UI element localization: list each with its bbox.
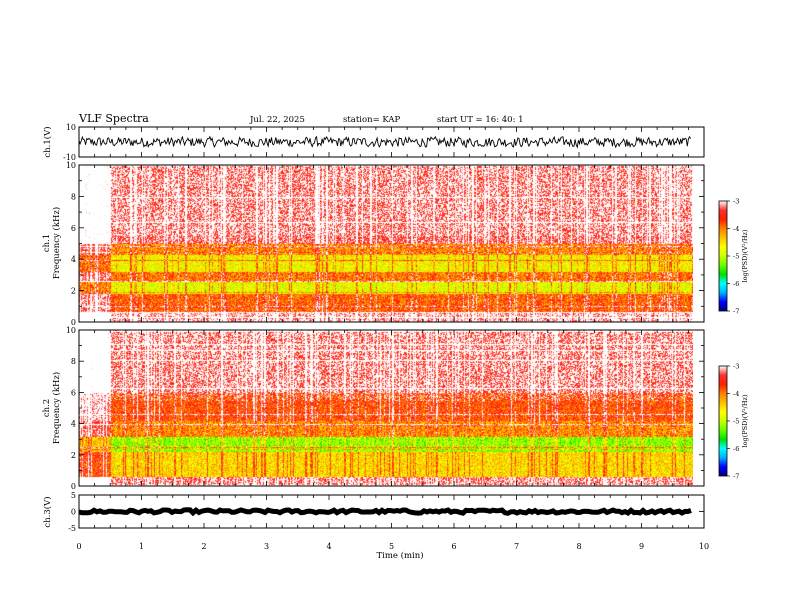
- y-tick-label: 4: [71, 420, 76, 429]
- colorbar-tick-label: -7: [733, 308, 739, 316]
- time-tick-label: 3: [264, 542, 269, 551]
- time-tick-label: 7: [514, 542, 519, 551]
- y-tick-label: 6: [71, 388, 76, 397]
- ch1-spectrogram-yticks: 0 2 4 6 8 10: [66, 161, 704, 327]
- y-tick-label: 10: [66, 326, 76, 335]
- ch3-voltage-ylabel: ch.3(V): [42, 496, 53, 527]
- ch1-spectrogram-panel: 0 2 4 6 8 10 ch.1 Frequency (kHz): [42, 161, 705, 327]
- figure-title: VLF Spectra: [78, 112, 149, 125]
- colorbar-tick-label: -4: [733, 390, 739, 398]
- colorbar-tick-label: -3: [733, 363, 739, 371]
- colorbar-tick-label: -7: [733, 473, 739, 481]
- y-tick-label: 0: [71, 508, 76, 517]
- colorbar-tick-label: -5: [733, 253, 739, 261]
- ch3-voltage-trace: [78, 506, 692, 517]
- date-label: Jul. 22, 2025: [249, 115, 305, 125]
- ch2-spectrogram-ylabel-channel: ch.2: [42, 399, 52, 417]
- y-tick-label: -5: [68, 524, 76, 533]
- ch2-colorbar-ticks: -3 -4 -5 -6 -7: [727, 363, 739, 481]
- ch1-spectrogram-xticks: [78, 165, 705, 322]
- y-tick-label: 10: [66, 123, 76, 132]
- ch3-voltage-xticks: [78, 495, 705, 528]
- y-tick-label: -10: [63, 153, 76, 162]
- station-label: station= KAP: [343, 115, 401, 125]
- y-tick-label: 10: [66, 161, 76, 170]
- start-time-label: start UT = 16: 40: 1: [437, 115, 524, 125]
- time-tick-label: 9: [639, 542, 644, 551]
- y-tick-label: 6: [71, 224, 76, 233]
- y-tick-label: 2: [71, 451, 76, 460]
- colorbar-tick-label: -6: [733, 280, 739, 288]
- y-tick-label: 0: [71, 482, 76, 491]
- ch1-voltage-xticks: [78, 127, 705, 157]
- ch1-spectrogram-ylabel-freq: Frequency (kHz): [51, 207, 62, 279]
- time-tick-label: 8: [576, 542, 581, 551]
- y-tick-label: 2: [71, 287, 76, 296]
- ch1-colorbar-gradient: [719, 201, 727, 311]
- time-axis-tick-labels: 0 1 2 3 4 5 6 7 8 9 10: [76, 542, 709, 551]
- ch1-voltage-trace: [78, 135, 691, 149]
- y-tick-label: 0: [71, 318, 76, 327]
- time-tick-label: 5: [389, 542, 394, 551]
- ch1-voltage-ylabel: ch.1(V): [42, 126, 53, 157]
- ch2-spectrogram-image: [79, 330, 693, 486]
- time-tick-label: 1: [139, 542, 144, 551]
- y-tick-label: 8: [71, 192, 76, 201]
- colorbar-tick-label: -3: [733, 198, 739, 206]
- ch1-voltage-yticks: -10 10: [63, 123, 704, 162]
- ch3-voltage-panel: -5 0 5 ch.3(V): [42, 491, 705, 533]
- ch2-colorbar-gradient: [719, 366, 727, 476]
- ch2-spectrogram-panel: 0 2 4 6 8 10 ch.2 Frequency (kHz): [42, 326, 705, 491]
- colorbar-tick-label: -5: [733, 418, 739, 426]
- ch1-colorbar: -3 -4 -5 -6 -7 log(PSD)(V²/Hz): [718, 198, 749, 316]
- ch2-colorbar-label: log(PSD)(V²/Hz): [741, 394, 749, 447]
- ch1-colorbar-label: log(PSD)(V²/Hz): [741, 229, 749, 282]
- y-tick-label: 5: [71, 491, 76, 500]
- ch2-spectrogram-ylabel-freq: Frequency (kHz): [51, 372, 62, 444]
- ch1-spectrogram-ylabel-channel: ch.1: [42, 234, 52, 252]
- time-tick-label: 0: [76, 542, 81, 551]
- ch2-colorbar: -3 -4 -5 -6 -7 log(PSD)(V²/Hz): [718, 363, 749, 481]
- colorbar-tick-label: -4: [733, 225, 739, 233]
- ch2-spectrogram-yticks: 0 2 4 6 8 10: [66, 326, 704, 491]
- ch1-voltage-panel: -10 10 ch.1(V): [42, 123, 705, 162]
- time-tick-label: 4: [326, 542, 331, 551]
- time-tick-label: 2: [201, 542, 206, 551]
- y-tick-label: 4: [71, 255, 76, 264]
- ch1-colorbar-ticks: -3 -4 -5 -6 -7: [727, 198, 739, 316]
- colorbar-tick-label: -6: [733, 445, 739, 453]
- y-tick-label: 8: [71, 357, 76, 366]
- ch2-spectrogram-xticks: [78, 330, 705, 486]
- time-tick-label: 6: [451, 542, 456, 551]
- time-tick-label: 10: [699, 542, 709, 551]
- ch1-spectrogram-image: [79, 165, 693, 322]
- time-axis-label: Time (min): [376, 550, 423, 561]
- ch3-voltage-yticks: -5 0 5: [68, 491, 704, 533]
